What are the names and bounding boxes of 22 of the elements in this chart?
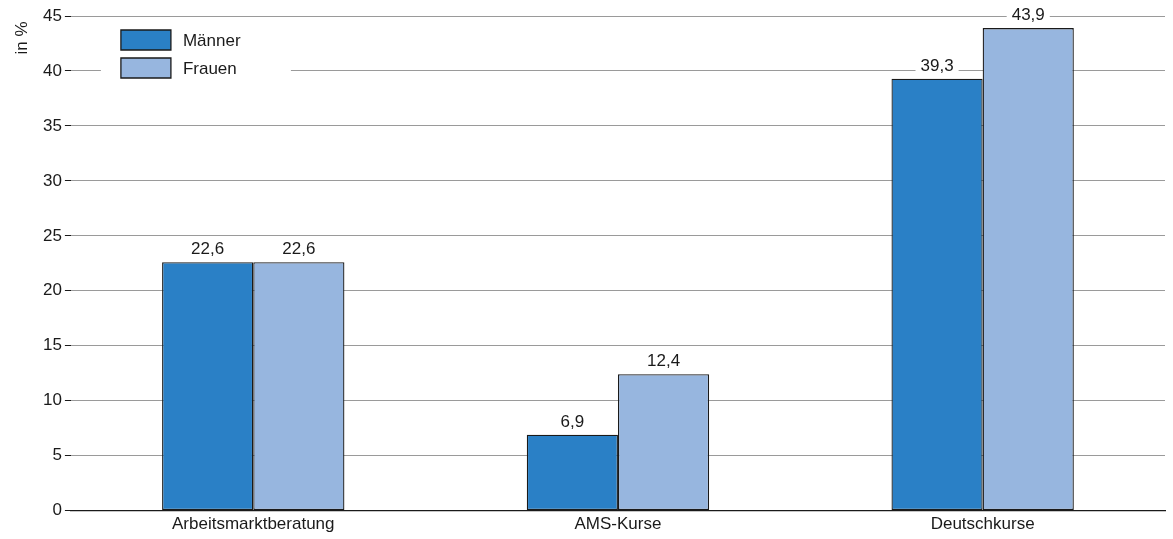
- y-tick-label: 30: [42, 170, 62, 190]
- data-label: 43,9: [1011, 5, 1045, 25]
- x-tick-label: AMS-Kurse: [574, 514, 662, 534]
- y-tick-label: 40: [42, 60, 62, 80]
- y-axis-title: in %: [11, 21, 31, 55]
- data-label: 6,9: [560, 411, 585, 431]
- y-tick-label: 25: [42, 225, 62, 245]
- y-tick-label: 10: [42, 390, 62, 410]
- data-label: 22,6: [191, 239, 225, 259]
- y-tick-label: 15: [42, 335, 62, 355]
- data-label: 22,6: [282, 239, 316, 259]
- legend-label: Frauen: [182, 58, 237, 78]
- data-label: 39,3: [920, 55, 954, 75]
- y-tick-label: 35: [42, 115, 62, 135]
- y-tick-label: 20: [42, 280, 62, 300]
- y-tick-label: 45: [42, 5, 62, 25]
- y-tick-label: 0: [52, 500, 62, 520]
- legend-label: Männer: [182, 30, 241, 50]
- x-tick-label: Deutschkurse: [930, 514, 1035, 534]
- x-tick-label: Arbeitsmarktberatung: [171, 514, 335, 534]
- data-label: 12,4: [646, 351, 681, 371]
- y-tick-label: 5: [52, 445, 62, 465]
